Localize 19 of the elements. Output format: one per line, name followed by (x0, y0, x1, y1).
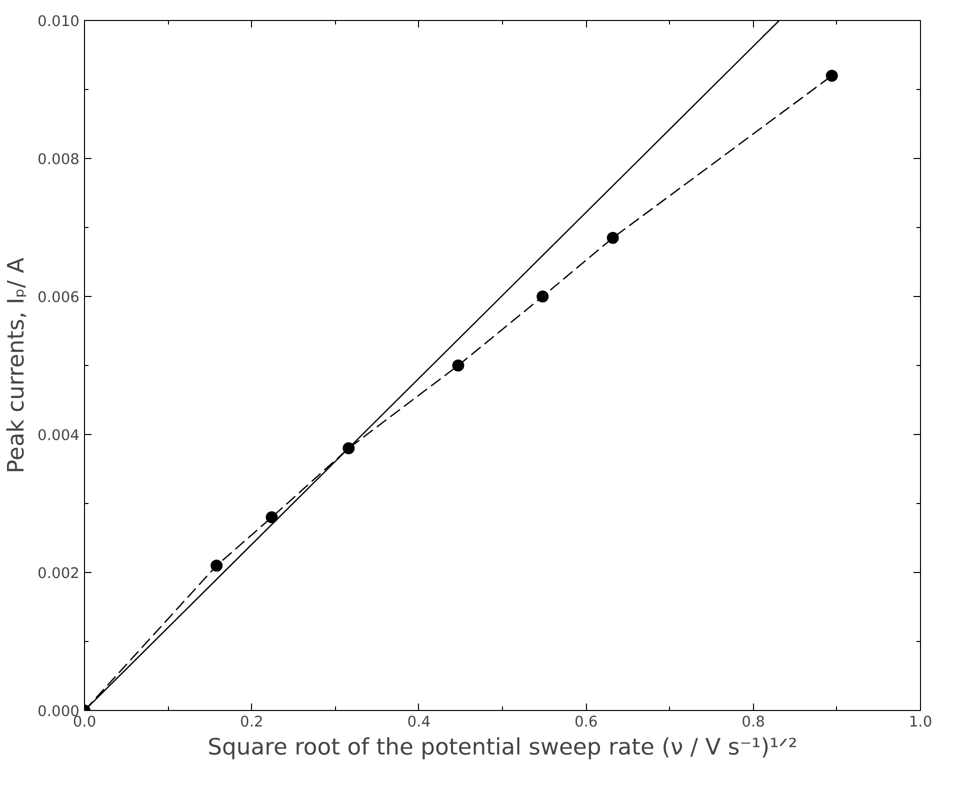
y-tick-label: 0.008 (38, 151, 80, 168)
y-tick-label: 0.002 (38, 565, 80, 582)
y-axis-title: Peak currents, Iₚ/ A (4, 257, 30, 474)
point (266, 511, 278, 524)
y-tick-label: 0.010 (38, 13, 80, 30)
point (342, 442, 355, 454)
x-tick-label: 0.6 (574, 714, 598, 730)
x-tick-label: 0.2 (240, 714, 264, 730)
point (536, 290, 549, 302)
y-tick-label: 0.004 (38, 427, 80, 444)
x-axis-title: Square root of the potential sweep rate (ν / V s⁻¹)¹ᐟ² (208, 734, 798, 760)
point (606, 232, 619, 244)
x-tick-label: 0.4 (407, 714, 431, 730)
x-tick-label: 0.8 (742, 714, 765, 730)
point (210, 560, 223, 572)
x-tick-label: 1.0 (908, 714, 932, 730)
y-tick-label: 0.006 (38, 289, 80, 306)
point (826, 70, 838, 82)
point (452, 360, 464, 372)
